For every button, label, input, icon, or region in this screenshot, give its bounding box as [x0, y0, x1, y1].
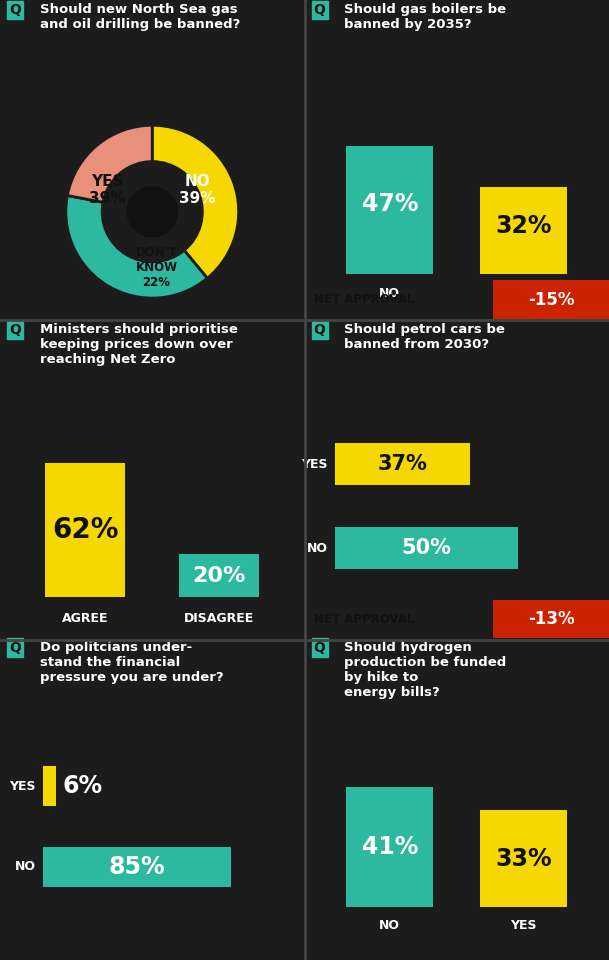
Bar: [493, 600, 609, 638]
Text: -13%: -13%: [528, 611, 574, 628]
Circle shape: [127, 186, 177, 237]
Text: Should petrol cars be
banned from 2030?: Should petrol cars be banned from 2030?: [344, 323, 505, 350]
Wedge shape: [152, 125, 239, 278]
Bar: [347, 146, 434, 274]
Text: Q: Q: [9, 3, 21, 17]
Text: Q: Q: [9, 323, 21, 337]
Bar: [179, 554, 259, 597]
Text: 41%: 41%: [362, 835, 418, 859]
Text: 6%: 6%: [63, 774, 103, 799]
Text: 62%: 62%: [52, 516, 119, 544]
Text: NO
39%: NO 39%: [179, 174, 216, 206]
Text: NET APPROVAL: NET APPROVAL: [314, 612, 414, 626]
Text: 85%: 85%: [108, 854, 165, 879]
Bar: [335, 444, 470, 486]
Text: NO: NO: [307, 541, 328, 555]
Text: YES: YES: [301, 458, 328, 471]
Text: AGREE: AGREE: [62, 612, 108, 625]
Text: YES: YES: [510, 919, 537, 932]
Bar: [480, 187, 568, 274]
Text: 50%: 50%: [401, 539, 451, 559]
Text: 37%: 37%: [378, 454, 428, 474]
Text: Should gas boilers be
banned by 2035?: Should gas boilers be banned by 2035?: [344, 3, 506, 31]
Text: NO: NO: [379, 287, 400, 300]
Bar: [347, 787, 434, 907]
Bar: [43, 847, 231, 887]
Text: YES: YES: [510, 287, 537, 300]
Text: DISAGREE: DISAGREE: [184, 612, 255, 625]
Text: DON'T
KNOW
22%: DON'T KNOW 22%: [136, 247, 178, 289]
Bar: [480, 810, 568, 907]
Text: -15%: -15%: [528, 291, 574, 308]
Text: Q: Q: [314, 3, 325, 17]
Bar: [45, 463, 125, 597]
Text: 20%: 20%: [192, 565, 246, 586]
Bar: [335, 527, 518, 569]
Text: Ministers should prioritise
keeping prices down over
reaching Net Zero: Ministers should prioritise keeping pric…: [40, 323, 238, 366]
Text: YES
39%: YES 39%: [89, 174, 125, 206]
Bar: [43, 766, 56, 806]
Text: 47%: 47%: [362, 192, 418, 216]
Text: Q: Q: [314, 640, 325, 655]
Text: 33%: 33%: [496, 847, 552, 871]
Text: Q: Q: [314, 323, 325, 337]
Wedge shape: [68, 125, 152, 203]
Text: Should hydrogen
production be funded
by hike to
energy bills?: Should hydrogen production be funded by …: [344, 640, 506, 699]
Text: YES: YES: [10, 780, 36, 793]
Text: Should new North Sea gas
and oil drilling be banned?: Should new North Sea gas and oil drillin…: [40, 3, 240, 31]
Bar: [493, 280, 609, 319]
Text: Q: Q: [9, 640, 21, 655]
Text: NO: NO: [379, 919, 400, 932]
Text: Do politcians under-
stand the financial
pressure you are under?: Do politcians under- stand the financial…: [40, 640, 224, 684]
Wedge shape: [66, 196, 207, 298]
Text: 32%: 32%: [496, 214, 552, 238]
Text: NO: NO: [15, 860, 36, 874]
Text: NET APPROVAL: NET APPROVAL: [314, 293, 414, 306]
